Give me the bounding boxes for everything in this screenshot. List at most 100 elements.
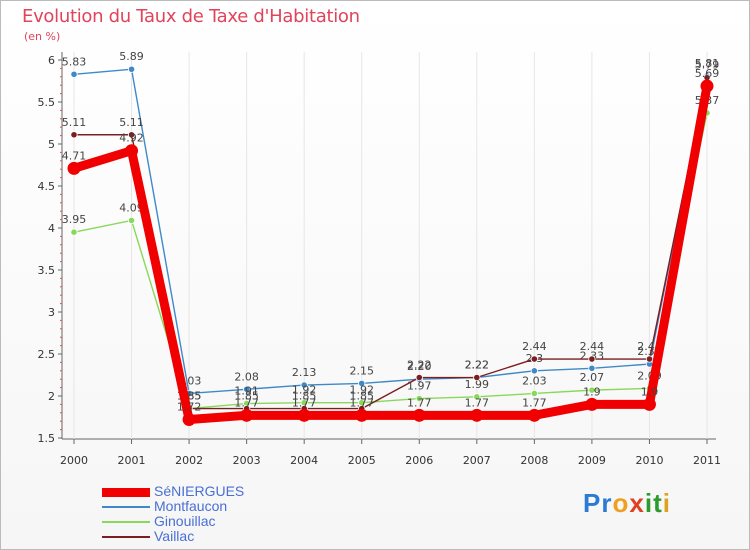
data-point bbox=[300, 381, 308, 389]
logo-letter: t bbox=[653, 488, 663, 518]
data-point bbox=[243, 385, 251, 393]
y-tick-label: 2.5 bbox=[38, 348, 56, 361]
data-point bbox=[473, 373, 481, 382]
x-tick-label: 2007 bbox=[463, 454, 491, 467]
series-line-montfaucon bbox=[73, 68, 708, 395]
logo-letter: i bbox=[662, 488, 671, 518]
data-point bbox=[530, 389, 538, 398]
data-point bbox=[700, 79, 714, 93]
data-label: 1.91 bbox=[234, 385, 259, 398]
x-tick-label: 2008 bbox=[520, 454, 548, 467]
data-label: 1.9 bbox=[641, 385, 659, 398]
x-tick-label: 2006 bbox=[405, 454, 433, 467]
data-point bbox=[70, 131, 78, 139]
chart-subtitle: (en %) bbox=[24, 30, 61, 43]
data-label: 5.79 bbox=[695, 59, 720, 72]
data-label: 1.77 bbox=[292, 396, 317, 409]
data-point bbox=[412, 408, 426, 422]
legend-item-montfaucon: Montfaucon bbox=[102, 498, 322, 515]
data-label: 1.72 bbox=[177, 401, 202, 414]
data-point bbox=[473, 393, 481, 401]
data-label: 1.77 bbox=[522, 396, 547, 409]
data-label: 5.69 bbox=[695, 67, 720, 80]
data-label: 5.11 bbox=[62, 116, 87, 129]
x-tick-label: 2009 bbox=[578, 454, 606, 467]
x-tick-label: 2001 bbox=[118, 454, 146, 467]
logo-letter: o bbox=[612, 488, 630, 518]
legend-item-ginouillac: Ginouillac bbox=[102, 513, 322, 530]
series-line-vaillac bbox=[73, 76, 708, 410]
data-label: 1.77 bbox=[349, 396, 374, 409]
data-point bbox=[70, 70, 78, 78]
data-point bbox=[415, 394, 423, 403]
y-tick-label: 4.5 bbox=[38, 180, 56, 193]
y-tick-label: 6 bbox=[48, 54, 55, 67]
legend: SéNIERGUES Montfaucon Ginouillac Vaillac bbox=[102, 483, 322, 545]
data-label: 4.92 bbox=[119, 132, 144, 145]
logo-letter: x bbox=[629, 488, 645, 518]
data-label: 1.9 bbox=[583, 385, 601, 398]
x-tick-label: 2005 bbox=[348, 454, 376, 467]
y-tick-label: 1.5 bbox=[38, 432, 56, 445]
data-label: 2.03 bbox=[522, 374, 547, 387]
data-label: 1.85 bbox=[292, 390, 317, 403]
data-label: 1.92 bbox=[292, 384, 317, 397]
legend-label-montfaucon: Montfaucon bbox=[154, 498, 228, 514]
logo-letter: i bbox=[644, 488, 654, 518]
data-point bbox=[530, 355, 538, 363]
data-label: 1.77 bbox=[407, 396, 432, 409]
data-point bbox=[470, 408, 484, 422]
data-label: 2.07 bbox=[580, 371, 605, 384]
data-point bbox=[127, 216, 136, 225]
data-point bbox=[182, 413, 196, 427]
data-label: 2.22 bbox=[465, 359, 490, 372]
y-tick-label: 5.5 bbox=[38, 96, 56, 109]
data-label: 2.22 bbox=[407, 359, 432, 372]
chart-title: Evolution du Taux de Taxe d'Habitation bbox=[22, 6, 360, 27]
data-label: 1.92 bbox=[349, 384, 374, 397]
data-label: 5.81 bbox=[695, 57, 720, 70]
data-label: 2.20 bbox=[407, 360, 432, 373]
series-line-ginouillac bbox=[73, 112, 708, 410]
data-point bbox=[645, 355, 654, 363]
data-label: 5.11 bbox=[119, 116, 144, 129]
data-point bbox=[127, 65, 136, 73]
data-label: 2.22 bbox=[465, 359, 490, 372]
data-label: 1.97 bbox=[407, 380, 432, 393]
x-tick-label: 2010 bbox=[635, 454, 663, 467]
data-label: 2.15 bbox=[349, 364, 374, 377]
legend-label-ginouillac: Ginouillac bbox=[154, 513, 216, 529]
y-tick-label: 5 bbox=[48, 138, 55, 151]
x-tick-label: 2003 bbox=[233, 454, 261, 467]
data-label: 2.08 bbox=[234, 370, 259, 383]
legend-item-vaillac: Vaillac bbox=[102, 528, 322, 545]
data-point bbox=[355, 408, 369, 422]
data-point bbox=[70, 228, 78, 236]
data-point bbox=[642, 397, 656, 411]
data-point bbox=[588, 386, 596, 394]
legend-swatch-seniergues bbox=[102, 488, 150, 497]
legend-swatch-montfaucon bbox=[102, 506, 150, 508]
data-label: 1.99 bbox=[465, 378, 490, 391]
data-point bbox=[127, 131, 136, 139]
legend-swatch-ginouillac bbox=[102, 521, 150, 523]
data-label: 3.95 bbox=[62, 213, 87, 226]
y-tick-label: 3 bbox=[48, 306, 55, 319]
data-label: 5.89 bbox=[119, 50, 144, 63]
y-tick-label: 2 bbox=[48, 390, 55, 403]
data-point bbox=[125, 144, 139, 158]
data-label: 1.77 bbox=[234, 396, 259, 409]
y-tick-label: 3.5 bbox=[38, 264, 56, 277]
data-label: 4.71 bbox=[62, 149, 87, 162]
data-label: 2.44 bbox=[522, 340, 547, 353]
data-point bbox=[585, 397, 599, 411]
x-tick-label: 2004 bbox=[290, 454, 318, 467]
data-point bbox=[530, 367, 538, 375]
data-label: 2.44 bbox=[580, 340, 605, 353]
data-point bbox=[527, 408, 541, 422]
data-label: 1.77 bbox=[465, 396, 490, 409]
proxiti-logo: Proxiti bbox=[583, 488, 671, 519]
x-tick-label: 2011 bbox=[693, 454, 721, 467]
